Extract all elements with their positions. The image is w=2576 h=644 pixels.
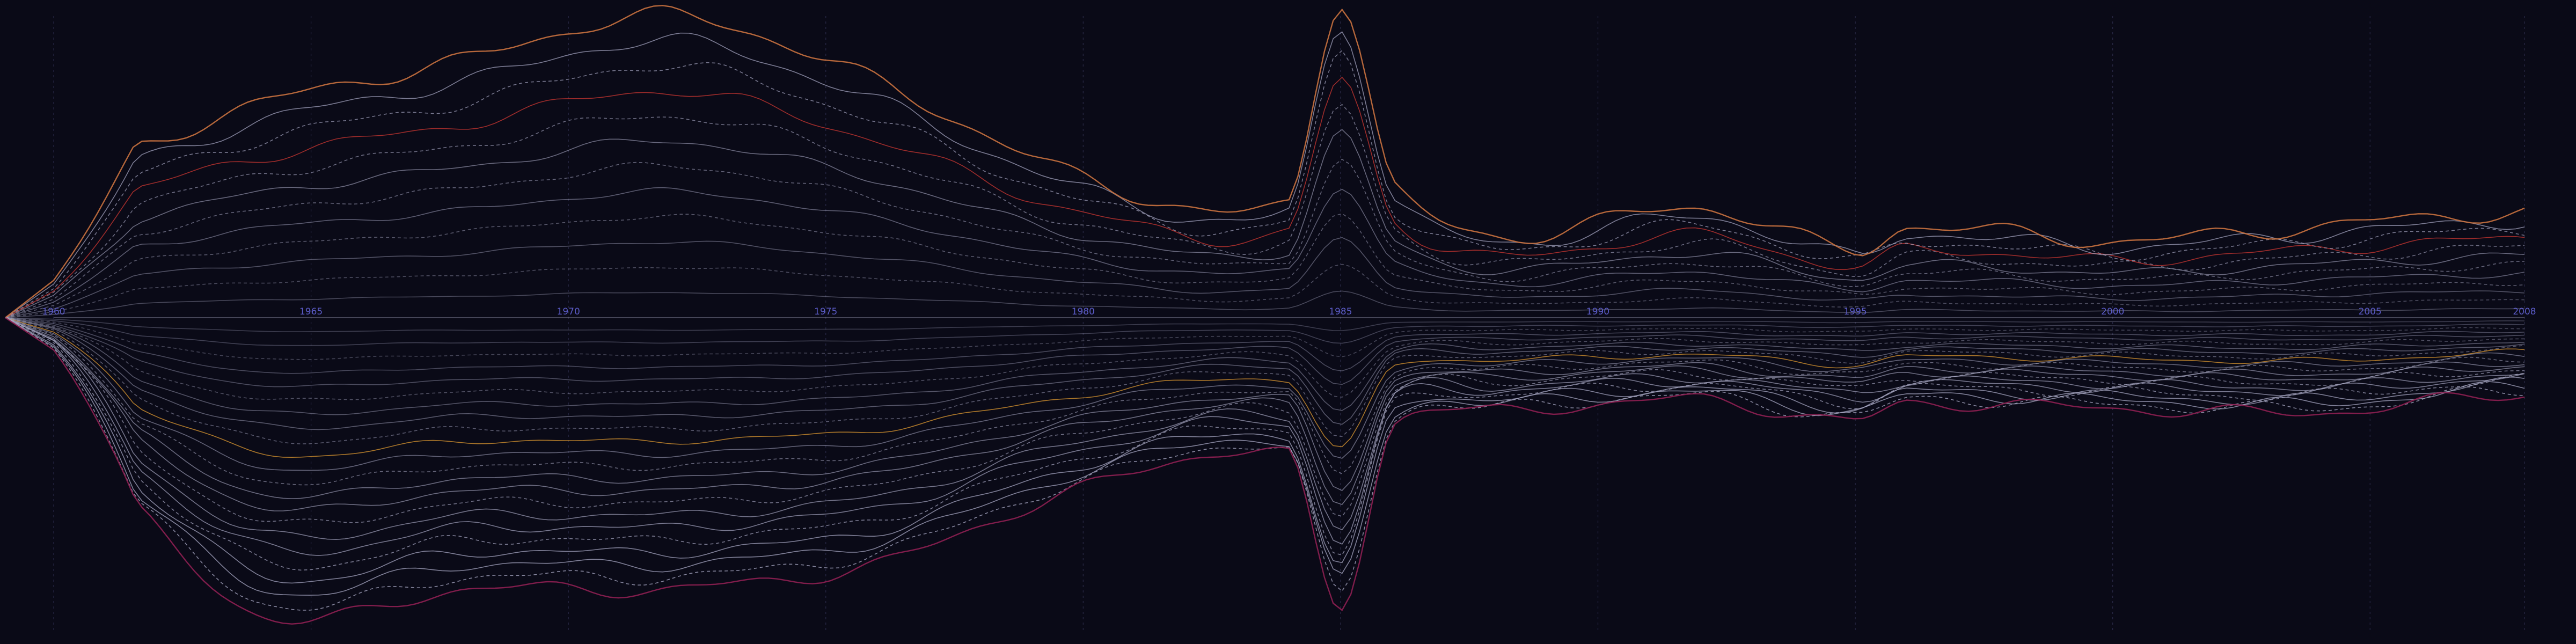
tick-label-2008: 2008 bbox=[2513, 306, 2536, 317]
tick-label-1995: 1995 bbox=[1843, 306, 1867, 317]
stream-line-lower-16 bbox=[5, 317, 2525, 540]
tick-label-1980: 1980 bbox=[1072, 306, 1095, 317]
stream-line-upper-1 bbox=[5, 290, 2525, 318]
stream-line-upper-7 bbox=[5, 129, 2525, 318]
stream-line-lower-9 bbox=[5, 317, 2525, 444]
stream-line-lower-6 bbox=[5, 317, 2525, 400]
tick-label-1990: 1990 bbox=[1586, 306, 1609, 317]
stream-line-lower-18 bbox=[5, 317, 2525, 571]
stream-line-lower-22 bbox=[5, 317, 2525, 625]
stream-line-lower-3 bbox=[5, 317, 2525, 360]
stream-line-upper-6 bbox=[5, 158, 2525, 318]
tick-label-1975: 1975 bbox=[814, 306, 837, 317]
stream-line-upper-2 bbox=[5, 264, 2525, 318]
stream-line-lower-14 bbox=[5, 317, 2525, 511]
x-axis-tick-labels: 1960 1965 1970 1975 1980 1985 1990 1995 2000 2005… bbox=[42, 306, 2536, 317]
stream-line-lower-11 bbox=[5, 317, 2525, 471]
stream-line-upper-5 bbox=[5, 187, 2525, 318]
stream-line-lower-7 bbox=[5, 317, 2525, 415]
stream-line-lower-13 bbox=[5, 317, 2525, 500]
vertical-gridlines bbox=[53, 16, 2525, 633]
stream-line-lower-21 bbox=[5, 317, 2525, 611]
tick-label-1965: 1965 bbox=[299, 306, 323, 317]
stream-line-lower-8 bbox=[5, 317, 2525, 430]
stream-line-upper-4 bbox=[5, 213, 2525, 318]
stream-line-lower-20 bbox=[5, 317, 2525, 596]
stream-line-upper-9 bbox=[5, 76, 2525, 318]
stream-line-lower-1 bbox=[5, 317, 2525, 332]
stream-line-upper-12 bbox=[5, 5, 2525, 318]
stream-line-lower-17 bbox=[5, 317, 2525, 556]
tick-label-2000: 2000 bbox=[2101, 306, 2124, 317]
stream-line-lower-12 bbox=[5, 317, 2525, 486]
stream-line-upper-3 bbox=[5, 237, 2525, 318]
tick-label-1960: 1960 bbox=[42, 306, 65, 317]
tick-label-1970: 1970 bbox=[557, 306, 580, 317]
stream-line-upper-10 bbox=[5, 49, 2525, 318]
stream-line-lower-19 bbox=[5, 317, 2525, 584]
stream-line-upper-11 bbox=[5, 31, 2525, 318]
stream-line-upper-8 bbox=[5, 104, 2525, 318]
stream-line-lower-4 bbox=[5, 317, 2525, 374]
tick-label-2005: 2005 bbox=[2359, 306, 2382, 317]
tick-label-1985: 1985 bbox=[1329, 306, 1352, 317]
stream-lines bbox=[5, 5, 2525, 625]
stream-line-lower-2 bbox=[5, 317, 2525, 346]
stream-line-lower-5 bbox=[5, 317, 2525, 387]
stream-line-lower-10 bbox=[5, 317, 2525, 458]
